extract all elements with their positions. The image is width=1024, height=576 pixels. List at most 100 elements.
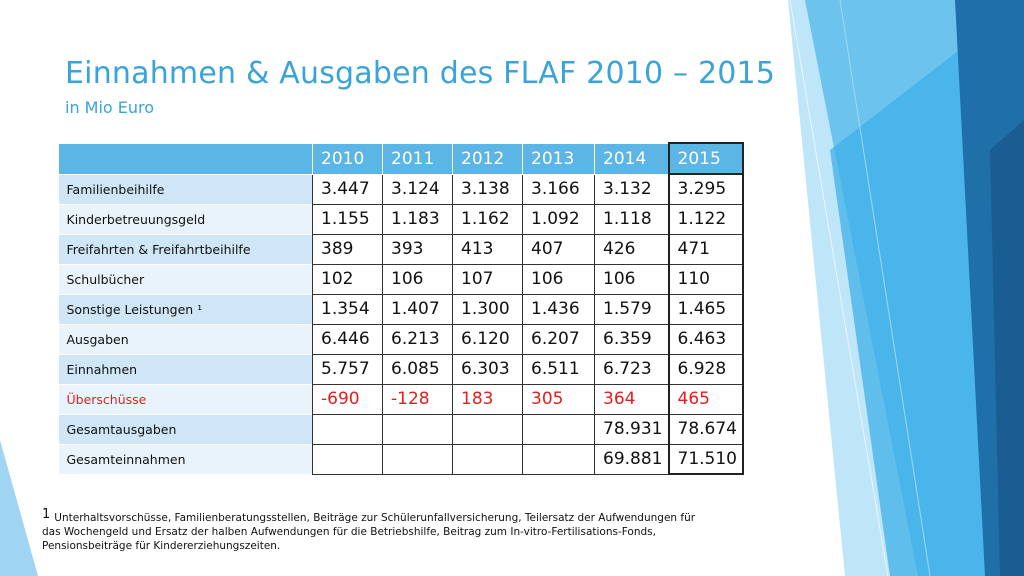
row-label: Kinderbetreuungsgeld: [58, 203, 313, 234]
value-cell: 5.757: [312, 353, 383, 385]
value-cell: 3.138: [452, 173, 523, 205]
value-cell: [452, 443, 523, 475]
slide-title: Einnahmen & Ausgaben des FLAF 2010 – 201…: [65, 56, 776, 91]
value-cell: [382, 413, 453, 445]
left-accent-shape: [0, 440, 38, 576]
value-cell: 6.359: [594, 323, 669, 355]
value-cell: 6.303: [452, 353, 523, 385]
value-cell: 110: [667, 263, 744, 295]
value-cell: [522, 443, 595, 475]
row-label: Einnahmen: [58, 353, 313, 384]
table-body: Familienbeihilfe 3.447 3.124 3.138 3.166 3.13…: [58, 173, 744, 475]
row-label: Gesamtausgaben: [58, 413, 313, 444]
value-cell: 1.300: [452, 293, 523, 325]
value-cell: 6.928: [667, 353, 744, 385]
value-cell: 1.155: [312, 203, 383, 235]
row-label: Schulbücher: [58, 263, 313, 294]
value-cell: 106: [382, 263, 453, 295]
right-shape-mid: [805, 0, 1024, 576]
row-label: Überschüsse: [58, 383, 313, 414]
value-cell: [522, 413, 595, 445]
value-cell: 6.213: [382, 323, 453, 355]
value-cell: 106: [594, 263, 669, 295]
value-cell: 6.120: [452, 323, 523, 355]
table-row: Freifahrten & Freifahrtbeihilfe 389 393 413…: [58, 233, 744, 265]
table-row: Familienbeihilfe 3.447 3.124 3.138 3.166 3.13…: [58, 173, 744, 205]
value-cell: 1.183: [382, 203, 453, 235]
value-cell: 364: [594, 383, 669, 415]
value-cell: 3.132: [594, 173, 669, 205]
right-thin-line: [789, 0, 889, 576]
table-row: Gesamtausgaben 78.931 78.674: [58, 413, 744, 445]
table-row: Kinderbetreuungsgeld 1.155 1.183 1.162 1.092…: [58, 203, 744, 235]
value-cell: 6.723: [594, 353, 669, 385]
slide-subtitle: in Mio Euro: [65, 98, 155, 117]
row-label: Sonstige Leistungen ¹: [58, 293, 313, 324]
value-cell: 102: [312, 263, 383, 295]
value-cell: 78.931: [594, 413, 669, 445]
table-header-row: 2010 2011 2012 2013 2014 2015: [58, 142, 744, 175]
value-cell: 3.166: [522, 173, 595, 205]
value-cell: 1.162: [452, 203, 523, 235]
footnote: 1 Unterhaltsvorschüsse, Familienberatungs…: [42, 508, 702, 553]
table-row: Schulbücher 102 106 107 106 106 110: [58, 263, 744, 295]
value-cell: 1.579: [594, 293, 669, 325]
value-cell: 6.207: [522, 323, 595, 355]
table-row: Gesamteinnahmen 69.881 71.510: [58, 443, 744, 475]
value-cell: 78.674: [667, 413, 744, 445]
row-label: Ausgaben: [58, 323, 313, 354]
header-cell-2015: 2015: [667, 142, 744, 175]
table-row: Sonstige Leistungen ¹ 1.354 1.407 1.300 1.43…: [58, 293, 744, 325]
value-cell: 3.124: [382, 173, 453, 205]
flaf-table: 2010 2011 2012 2013 2014 2015 Familienbe…: [58, 142, 744, 475]
table-row: Überschüsse -690 -128 183 305 364 465: [58, 383, 744, 415]
value-cell: 471: [667, 233, 744, 265]
value-cell: 3.295: [667, 173, 744, 205]
value-cell: 6.511: [522, 353, 595, 385]
value-cell: 389: [312, 233, 383, 265]
value-cell: [382, 443, 453, 475]
table-row: Ausgaben 6.446 6.213 6.120 6.207 6.359 6.463: [58, 323, 744, 355]
value-cell: -128: [382, 383, 453, 415]
header-cell-2013: 2013: [522, 142, 595, 175]
value-cell: 393: [382, 233, 453, 265]
value-cell: 6.463: [667, 323, 744, 355]
value-cell: 3.447: [312, 173, 383, 205]
header-cell-2012: 2012: [452, 142, 523, 175]
right-thin-line-2: [839, 0, 931, 576]
footnote-text: Unterhaltsvorschüsse, Familienberatungss…: [42, 512, 696, 552]
value-cell: [312, 443, 383, 475]
value-cell: 1.092: [522, 203, 595, 235]
value-cell: 1.354: [312, 293, 383, 325]
value-cell: 69.881: [594, 443, 669, 475]
value-cell: 71.510: [667, 443, 744, 475]
value-cell: [452, 413, 523, 445]
right-shape-dark: [955, 0, 1024, 576]
header-cell-label: [58, 142, 313, 175]
value-cell: 413: [452, 233, 523, 265]
value-cell: 1.465: [667, 293, 744, 325]
footnote-marker: 1: [42, 507, 51, 522]
table-row: Einnahmen 5.757 6.085 6.303 6.511 6.723 6.928: [58, 353, 744, 385]
value-cell: 183: [452, 383, 523, 415]
value-cell: 6.085: [382, 353, 453, 385]
row-label: Freifahrten & Freifahrtbeihilfe: [58, 233, 313, 264]
right-shape-light: [788, 0, 1024, 576]
row-label: Familienbeihilfe: [58, 173, 313, 204]
value-cell: 1.436: [522, 293, 595, 325]
value-cell: 465: [667, 383, 744, 415]
header-cell-2014: 2014: [594, 142, 669, 175]
value-cell: 426: [594, 233, 669, 265]
value-cell: [312, 413, 383, 445]
value-cell: 1.122: [667, 203, 744, 235]
value-cell: 106: [522, 263, 595, 295]
row-label: Gesamteinnahmen: [58, 443, 313, 474]
value-cell: 305: [522, 383, 595, 415]
header-cell-2010: 2010: [312, 142, 383, 175]
value-cell: -690: [312, 383, 383, 415]
right-shape-bright: [830, 0, 1024, 576]
right-shape-darker: [990, 120, 1024, 576]
value-cell: 407: [522, 233, 595, 265]
value-cell: 107: [452, 263, 523, 295]
header-cell-2011: 2011: [382, 142, 453, 175]
